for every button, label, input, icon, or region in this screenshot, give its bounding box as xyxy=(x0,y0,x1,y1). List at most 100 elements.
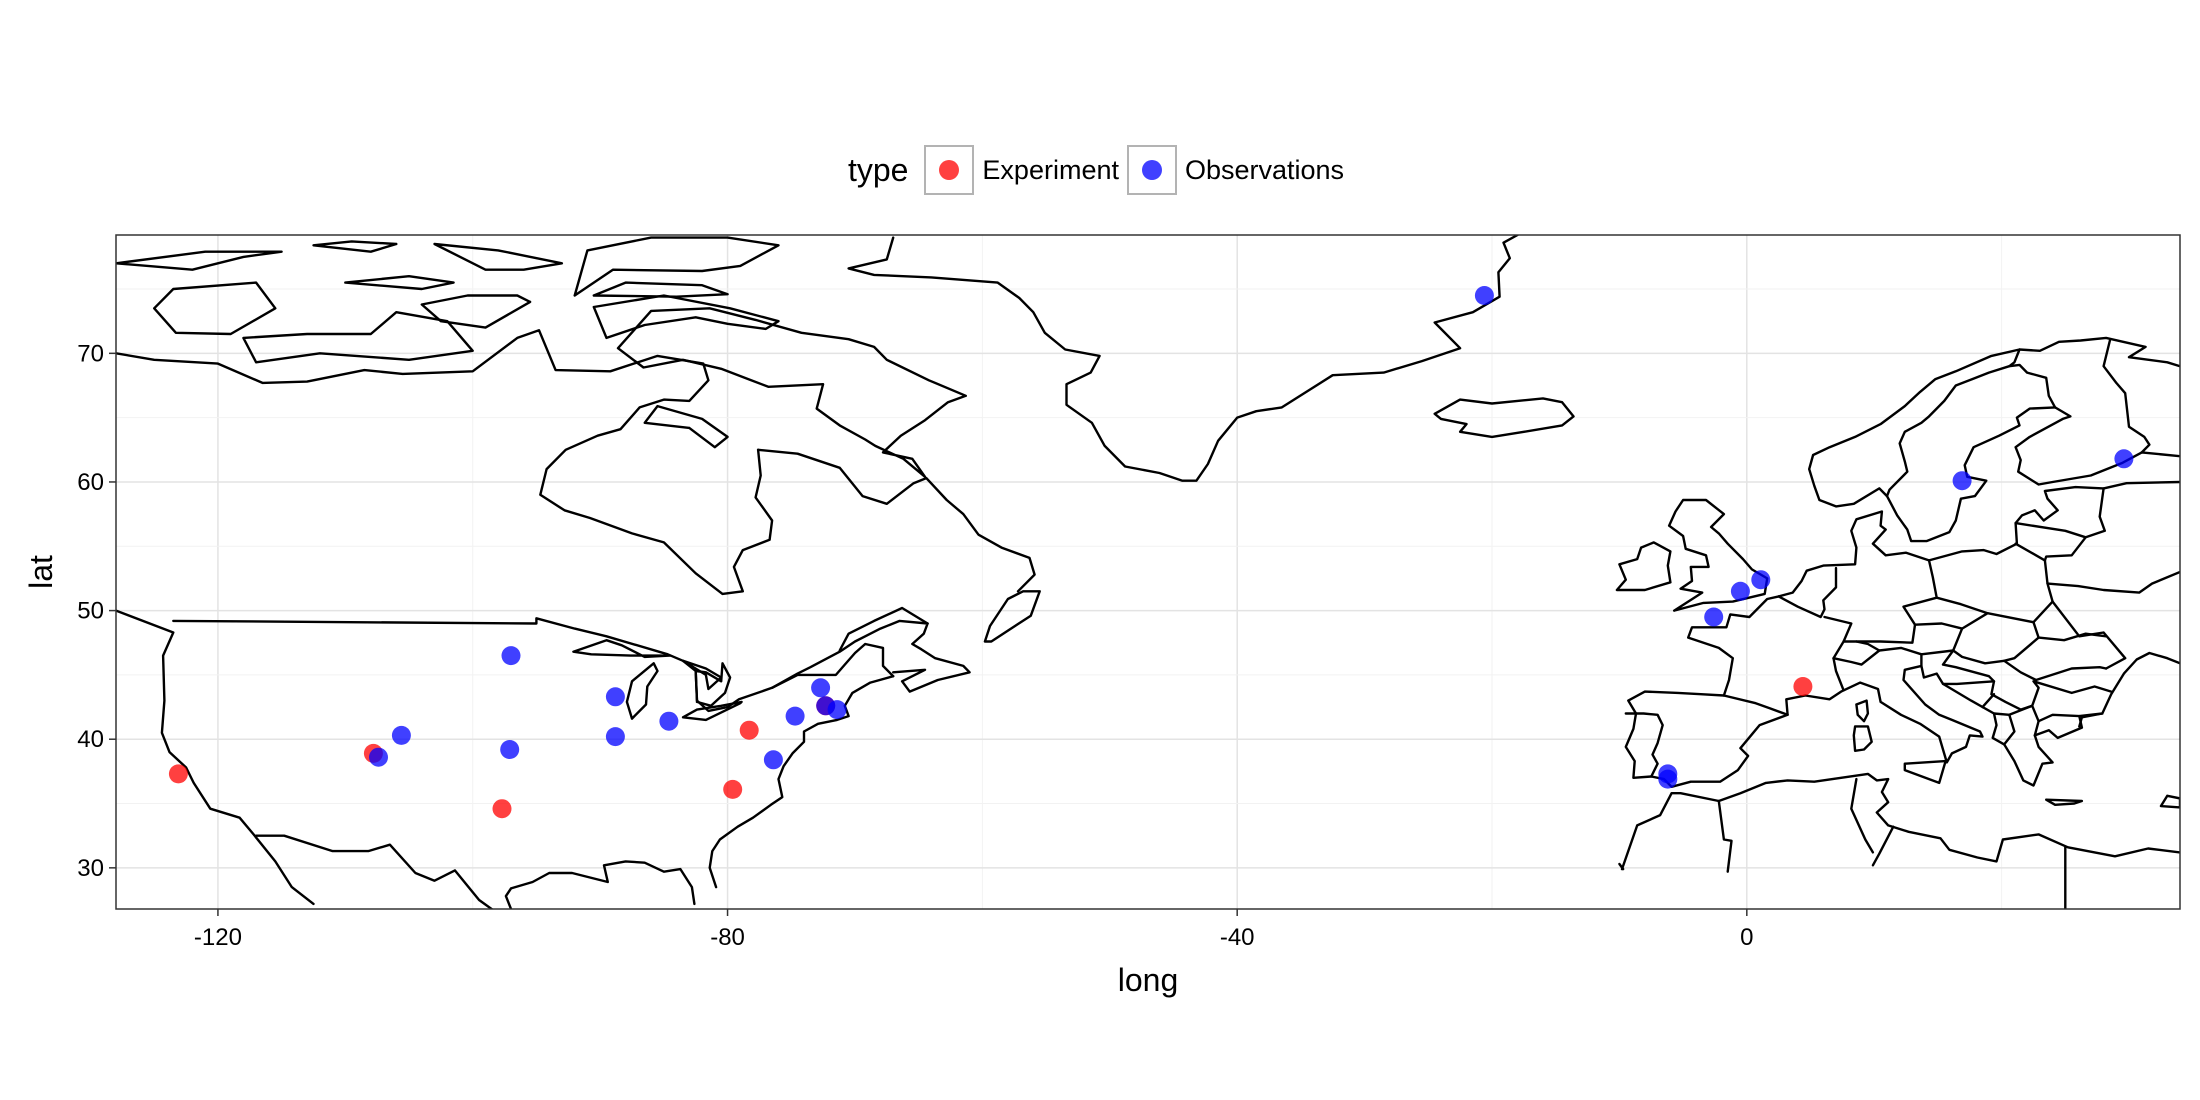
observations-point xyxy=(1474,286,1494,305)
coastline-segment xyxy=(1852,725,1873,752)
coastline-segment xyxy=(1842,559,1938,644)
coastline-segment xyxy=(1952,612,2040,665)
observations-point xyxy=(1704,607,1724,627)
coastline-segment xyxy=(2014,521,2087,539)
coastline-segment xyxy=(643,404,729,449)
coastline-segment xyxy=(312,240,398,253)
coastline-segment xyxy=(2008,363,2057,409)
coastline-segment xyxy=(616,307,967,478)
coastline-segment xyxy=(2102,339,2151,454)
coastline-segment xyxy=(1618,862,1625,871)
coastline-segment xyxy=(1717,799,1733,873)
coastline-segment xyxy=(2003,713,2016,746)
coastline-segment xyxy=(153,281,277,336)
coastlines xyxy=(116,235,2180,909)
y-axis-title: lat xyxy=(23,555,59,589)
coastline-segment xyxy=(625,662,659,720)
coastline-segment xyxy=(770,619,971,693)
coastline-segment xyxy=(1935,487,2106,624)
coastline-segment xyxy=(1855,699,1870,723)
coastline-segment xyxy=(344,275,455,291)
coastline-segment xyxy=(1885,348,2021,498)
coastline-segment xyxy=(1941,649,2113,711)
coastline-segment xyxy=(2003,659,2108,682)
coastline-segment xyxy=(1624,712,1664,778)
coastline-segment xyxy=(1903,759,1947,785)
coastline-segment xyxy=(1941,680,1996,686)
coastline-segment xyxy=(2032,621,2108,642)
coastline-segment xyxy=(420,294,532,329)
coastline-segment xyxy=(1981,693,1996,709)
coastline-segment xyxy=(116,609,315,906)
y-tick-label: 40 xyxy=(77,726,104,753)
data-points xyxy=(168,286,2134,819)
experiment-point xyxy=(168,764,188,784)
observations-point xyxy=(2114,449,2134,469)
observations-point xyxy=(763,750,783,770)
experiment-point xyxy=(1793,677,1813,696)
legend-swatch-experiment xyxy=(939,160,960,180)
coastline-segment xyxy=(2159,794,2180,809)
coastline-segment xyxy=(1667,498,1769,612)
coastline-segment xyxy=(1871,825,1895,867)
coastline-segment xyxy=(573,236,780,297)
coastline-segment xyxy=(756,448,1036,593)
observations-point xyxy=(659,711,679,731)
observations-point xyxy=(369,747,388,767)
legend-swatch-observations xyxy=(1141,160,1162,180)
coastline-segment xyxy=(592,281,729,298)
x-tick-label: -80 xyxy=(710,924,745,951)
observations-point xyxy=(785,706,805,726)
observations-point xyxy=(605,687,625,707)
axes: -120 -80 -40 0 30 40 50 60 70 xyxy=(77,340,1753,951)
coastline-segment xyxy=(242,311,474,364)
coastline-segment xyxy=(1687,480,2180,697)
coastline-segment xyxy=(1722,694,1789,716)
observations-point xyxy=(827,700,847,720)
coastline-segment xyxy=(592,294,780,340)
x-tick-label: -40 xyxy=(1220,924,1255,951)
observations-point xyxy=(1730,581,1750,601)
coastline-segment xyxy=(2033,720,2040,737)
coastline-segment xyxy=(1808,336,2180,543)
grid xyxy=(116,235,2180,909)
coastline-segment xyxy=(681,700,743,722)
coastline-segment xyxy=(2046,570,2180,594)
experiment-point xyxy=(739,720,759,740)
coastline-segment xyxy=(572,639,672,659)
legend-label-experiment: Experiment xyxy=(982,154,1119,185)
coastline-segment xyxy=(838,606,929,652)
y-tick-label: 70 xyxy=(77,340,104,367)
coastline-segment xyxy=(681,659,723,691)
legend: type Experiment Observations xyxy=(0,140,2200,200)
coastline-segment xyxy=(1850,777,1875,854)
coastline-segment xyxy=(847,235,1519,482)
coastline-segment xyxy=(1913,622,1964,630)
coastline-segment xyxy=(1855,640,1955,656)
coastline-segment xyxy=(504,860,696,909)
coastline-segment xyxy=(1624,651,2180,788)
experiment-point xyxy=(492,799,512,819)
coastline-segment xyxy=(1992,704,2081,723)
coastline-segment xyxy=(1777,566,1838,619)
legend-label-observations: Observations xyxy=(1184,154,1345,185)
coastline-segment xyxy=(2045,798,2084,806)
coastline-segment xyxy=(983,590,1041,643)
y-tick-label: 50 xyxy=(77,598,104,625)
observations-point xyxy=(391,725,411,745)
observations-point xyxy=(1952,471,1972,491)
observations-point xyxy=(605,727,625,747)
legend-key-experiment xyxy=(924,145,975,195)
coastline-segment xyxy=(172,617,895,713)
coastline-segment xyxy=(1620,772,2180,871)
observations-point xyxy=(1658,769,1678,789)
coastline-segment xyxy=(1615,541,1672,592)
coastline-segment xyxy=(2078,712,2104,728)
coastline-segment xyxy=(116,329,774,596)
legend-key-observations xyxy=(1126,145,1177,195)
coastline-segment xyxy=(2014,406,2180,486)
x-axis-title: long xyxy=(1118,962,1179,998)
observations-point xyxy=(1751,570,1771,590)
x-tick-label: -120 xyxy=(194,924,242,951)
